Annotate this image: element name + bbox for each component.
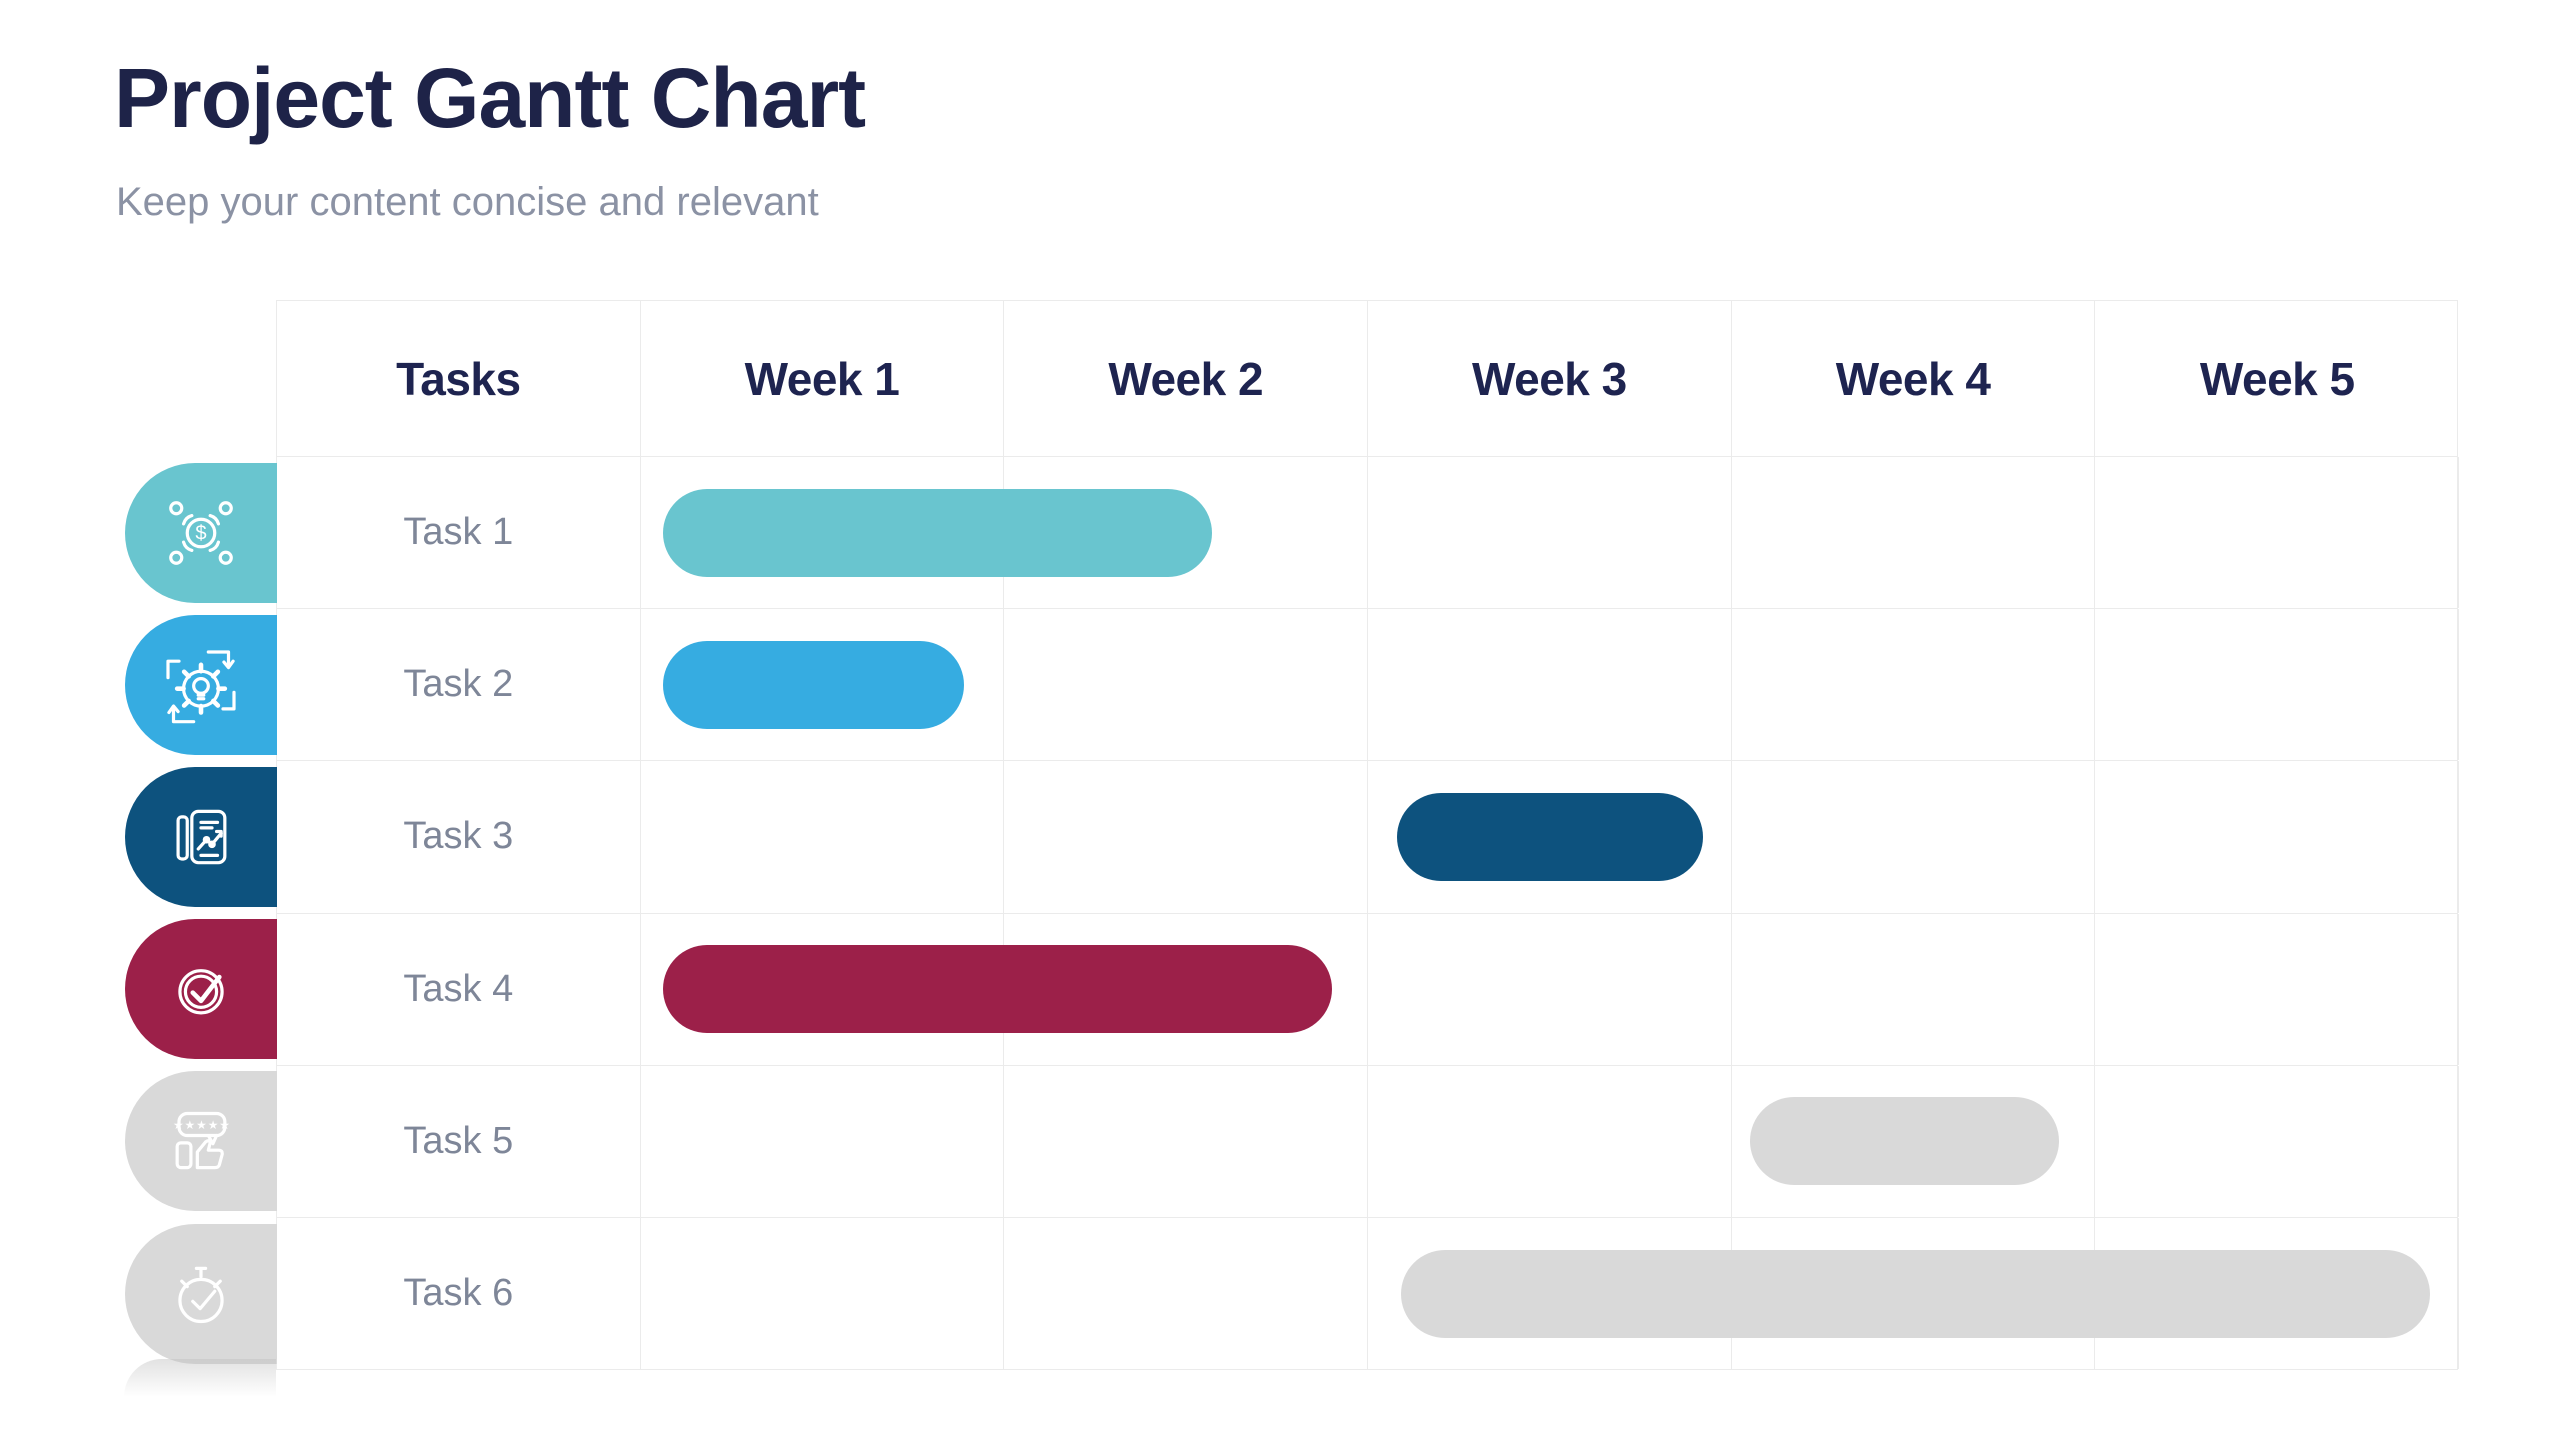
- week-cell: [1368, 1065, 1732, 1217]
- task-icon-pill-6: [125, 1223, 277, 1364]
- week-cell: [1004, 609, 1369, 761]
- week-cell: [1004, 457, 1369, 609]
- column-header-week-5: Week 5: [2199, 352, 2355, 405]
- week-cell: [1732, 1065, 2096, 1217]
- report-chart-icon: [176, 809, 227, 865]
- svg-text:★★★★★: ★★★★★: [173, 1118, 231, 1132]
- week-cell: [2095, 761, 2460, 913]
- week-cell: [1368, 913, 1732, 1065]
- week-cell: [1732, 457, 2096, 609]
- week-cell: [1732, 913, 2096, 1065]
- week-cell: [2095, 457, 2460, 609]
- task-row-4: Task 4: [125, 912, 2460, 1065]
- task-row-2: Task 2: [125, 608, 2460, 761]
- page-title: Project Gantt Chart: [114, 51, 866, 145]
- stopwatch-check-icon: [178, 1266, 224, 1323]
- task-row-1: $ Task 1: [125, 456, 2460, 609]
- task-label: Task 4: [277, 913, 641, 1065]
- task-icon-pill-3: [125, 766, 277, 907]
- task-label: Task 1: [277, 457, 641, 609]
- week-cell: [1368, 761, 1732, 913]
- task-label: Task 5: [277, 1065, 641, 1217]
- week-cell: [1732, 609, 2096, 761]
- task-label: Task 2: [277, 609, 641, 761]
- header-row: Tasks Week 1 Week 2 Week 3 Week 4 Week 5: [277, 301, 2457, 456]
- funds-distribution-icon: $: [169, 500, 233, 565]
- week-cell: [1368, 609, 1732, 761]
- task-icon-pill-2: [125, 614, 277, 755]
- column-header-week-2: Week 2: [1004, 301, 1369, 456]
- week-cell: [1368, 457, 1732, 609]
- svg-text:$: $: [195, 522, 206, 544]
- pill-reflection: [124, 1359, 276, 1397]
- task-label: Task 3: [277, 761, 641, 913]
- task-rows: $ Task 1 Task 2 Task 3 Task 4 ★★★★★: [125, 456, 2460, 1370]
- task-row-5: ★★★★★ Task 5: [125, 1064, 2460, 1217]
- task-icon-pill-5: ★★★★★: [125, 1071, 277, 1212]
- week-cell: [1004, 1065, 1369, 1217]
- week-cell: [1004, 913, 1369, 1065]
- gantt-bar-task-3: [1397, 792, 1703, 881]
- task-row-6: Task 6: [125, 1216, 2460, 1370]
- gantt-bar-task-6: [1400, 1249, 2431, 1338]
- week-cell: [641, 761, 1005, 913]
- gantt-table: Tasks Week 1 Week 2 Week 3 Week 4 Week 5…: [125, 300, 2460, 1371]
- week-cell: [2095, 1065, 2460, 1217]
- week-cell: [2095, 609, 2460, 761]
- column-header-tasks: Tasks: [277, 301, 641, 456]
- page-subtitle: Keep your content concise and relevant: [116, 180, 819, 224]
- gantt-bar-task-4: [662, 945, 1332, 1034]
- task-icon-pill-4: [125, 919, 277, 1060]
- idea-gear-icon: [166, 650, 236, 724]
- gantt-bar-task-1: [662, 488, 1212, 577]
- task-row-3: Task 3: [125, 760, 2460, 913]
- task-label: Task 6: [277, 1217, 641, 1370]
- gantt-bar-task-5: [1749, 1097, 2060, 1186]
- week-cell: [2095, 913, 2460, 1065]
- check-circle-icon: [178, 969, 224, 1015]
- column-header-week-1: Week 1: [641, 301, 1005, 456]
- week-cell: [1732, 761, 2096, 913]
- week-cell: [1004, 1217, 1369, 1370]
- gantt-bar-task-2: [662, 640, 965, 729]
- week-cell: [641, 609, 1005, 761]
- rating-thumbs-up-icon: ★★★★★: [173, 1112, 231, 1170]
- week-cell: [1004, 761, 1369, 913]
- week-cell: [641, 1065, 1005, 1217]
- column-header-week-3: Week 3: [1368, 301, 1732, 456]
- column-header-week-4: Week 4: [1732, 301, 2096, 456]
- task-icon-pill-1: $: [125, 462, 277, 603]
- week-cell: [641, 1217, 1005, 1370]
- week-cell: [2095, 1217, 2460, 1370]
